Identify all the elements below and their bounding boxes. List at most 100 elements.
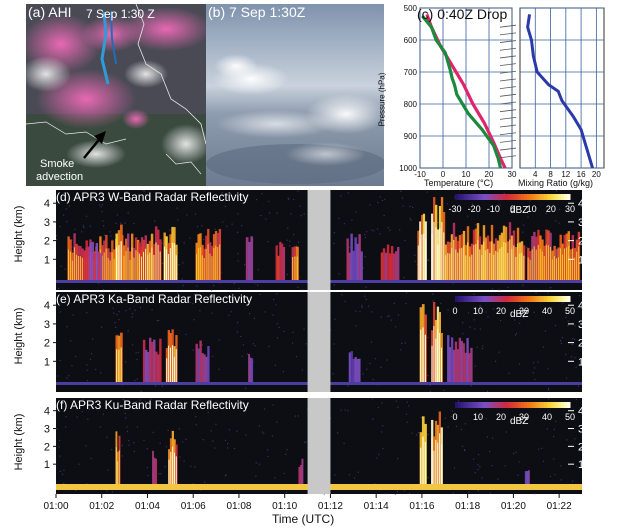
radar-noise (405, 292, 408, 294)
radar-noise (522, 231, 524, 233)
ka-band-title: (e) APR3 Ka-Band Radar Reflectivity (56, 292, 253, 306)
radar-noise (574, 357, 576, 359)
radar-noise (561, 336, 564, 339)
radar-noise (355, 211, 357, 213)
radar-noise (131, 313, 134, 315)
radar-noise (576, 465, 578, 468)
radar-noise (518, 363, 521, 365)
radar-noise (387, 227, 389, 229)
radar-noise (555, 190, 557, 192)
radar-noise (146, 448, 148, 450)
radar-echo-core (519, 253, 521, 280)
radar-noise (267, 240, 269, 243)
radar-noise (298, 241, 300, 243)
radar-noise (365, 298, 367, 301)
radar-noise (289, 244, 291, 247)
radar-noise (492, 308, 495, 310)
radar-noise (305, 441, 307, 443)
radar-noise (183, 242, 185, 244)
radar-noise (455, 425, 458, 427)
colorbar-tick-label: 0 (452, 306, 457, 316)
colorbar-segment (480, 402, 485, 408)
radar-noise (377, 406, 380, 409)
radar-noise (118, 318, 120, 321)
radar-noise (303, 213, 305, 215)
radar-noise (476, 346, 478, 348)
radar-noise (124, 412, 126, 414)
colorbar-tick-label: 40 (542, 412, 552, 422)
wind-barb-icon (499, 78, 517, 82)
radar-noise (397, 406, 399, 408)
radar-noise (258, 425, 261, 427)
colorbar-segment (460, 296, 465, 302)
radar-echo-core (195, 253, 197, 280)
radar-noise (58, 446, 60, 448)
radar-noise (111, 448, 113, 451)
radar-noise (228, 314, 230, 317)
radar-echo (93, 252, 97, 280)
radar-noise (492, 437, 494, 439)
radar-echo-core (135, 250, 137, 280)
radar-echo (153, 457, 156, 484)
colorbar-segment (480, 296, 485, 302)
radar-echo-core (439, 228, 441, 280)
radar-echo-core (501, 246, 503, 280)
radar-noise (301, 369, 304, 371)
colorbar-tick-label: -10 (487, 204, 500, 214)
radar-noise (347, 385, 349, 387)
radar-noise (106, 436, 108, 438)
colorbar-tick-label: 0 (510, 204, 515, 214)
radar-noise (369, 362, 371, 365)
wind-barb-icon (499, 40, 517, 43)
radar-noise (381, 431, 383, 433)
radar-noise (394, 493, 396, 496)
radar-noise (560, 479, 562, 481)
radar-noise (151, 309, 153, 311)
radar-noise (86, 312, 88, 314)
radar-noise (106, 490, 108, 492)
colorbar-segment (466, 402, 470, 408)
radar-echo-core (172, 446, 174, 484)
radar-echo (354, 237, 357, 280)
radar-noise (152, 297, 154, 299)
radar-noise (486, 436, 488, 438)
radar-noise (230, 311, 232, 313)
wind-barb-icon (499, 155, 517, 159)
colorbar-segment (469, 194, 473, 200)
radar-noise (546, 428, 548, 430)
radar-echo (470, 347, 473, 382)
radar-noise (126, 426, 128, 428)
colorbar-segment (506, 194, 511, 200)
radar-echo-core (521, 252, 523, 280)
radar-noise (344, 300, 346, 303)
radar-noise (522, 284, 524, 286)
radar-noise (464, 449, 466, 452)
radar-noise (384, 198, 386, 200)
radar-noise (118, 310, 120, 313)
radar-noise (295, 245, 298, 247)
radar-noise (221, 403, 223, 405)
radar-noise (488, 450, 491, 453)
radar-echo (275, 245, 278, 280)
radar-noise (558, 222, 560, 224)
radar-noise (276, 337, 279, 339)
smoke-annotation-line1: Smoke (40, 158, 75, 170)
colorbar-segment (489, 402, 493, 408)
colorbar-segment (532, 402, 536, 408)
radar-noise (549, 475, 552, 477)
radar-noise (63, 469, 65, 471)
radar-noise (547, 292, 549, 294)
radar-noise (444, 417, 447, 419)
radar-noise (63, 482, 65, 484)
radar-noise (103, 289, 105, 291)
radar-echo-core (457, 252, 459, 280)
mixing-xtick-label: 4 (533, 170, 538, 179)
radar-noise (114, 322, 116, 324)
radar-noise (89, 408, 91, 410)
radar-noise (542, 460, 545, 462)
radar-noise (420, 417, 422, 419)
radar-noise (537, 361, 539, 363)
radar-echo-core (437, 442, 439, 484)
radar-ytick-label: 3 (44, 424, 50, 436)
radar-echo (207, 346, 210, 382)
